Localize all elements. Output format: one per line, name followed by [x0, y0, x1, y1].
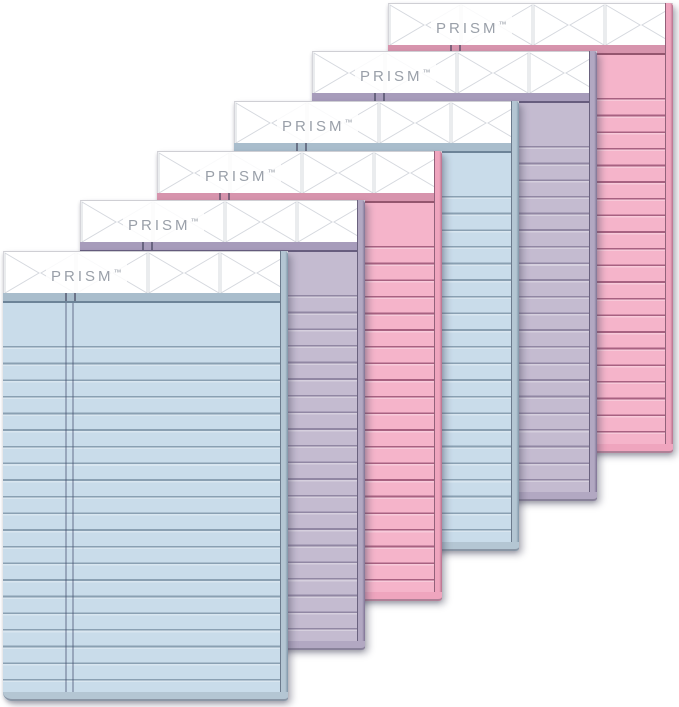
sheet-stack-right-edge — [434, 151, 442, 601]
sheet-stack-right-edge — [665, 3, 673, 453]
prism-wordmark: PRISM™ — [355, 52, 436, 94]
notepad-header: PRISM™ — [312, 51, 597, 94]
notepad-paper — [3, 301, 288, 701]
margin-tick — [219, 193, 230, 201]
prism-wordmark: PRISM™ — [200, 152, 281, 194]
binding-strip — [3, 293, 288, 303]
trademark-symbol: ™ — [267, 168, 276, 177]
notepad-header: PRISM™ — [234, 101, 519, 144]
notepad-header: PRISM™ — [3, 251, 288, 294]
margin-tick — [65, 293, 76, 301]
sheet-stack-right-edge — [280, 251, 288, 701]
prism-wordmark: PRISM™ — [431, 4, 512, 46]
sheet-stack-right-edge — [511, 101, 519, 551]
trademark-symbol: ™ — [498, 20, 507, 29]
trademark-symbol: ™ — [113, 268, 122, 277]
prism-wordmark: PRISM™ — [123, 201, 204, 243]
sheet-stack-right-edge — [357, 200, 365, 650]
ruled-lines — [3, 346, 288, 694]
margin-tick — [142, 242, 153, 250]
margin-tick — [374, 93, 385, 101]
prism-wordmark: PRISM™ — [46, 252, 127, 294]
notepad-blue-6: PRISM™ — [3, 251, 288, 701]
prism-wordmark: PRISM™ — [277, 102, 358, 144]
notepad-header: PRISM™ — [388, 3, 673, 46]
trademark-symbol: ™ — [422, 68, 431, 77]
margin-tick — [450, 45, 461, 53]
notepad-header: PRISM™ — [157, 151, 442, 194]
sheet-stack-right-edge — [589, 51, 597, 501]
trademark-symbol: ™ — [190, 217, 199, 226]
sheet-stack-bottom-edge — [3, 692, 288, 701]
trademark-symbol: ™ — [344, 118, 353, 127]
margin-line — [65, 301, 74, 696]
margin-tick — [296, 143, 307, 151]
notepad-header: PRISM™ — [80, 200, 365, 243]
